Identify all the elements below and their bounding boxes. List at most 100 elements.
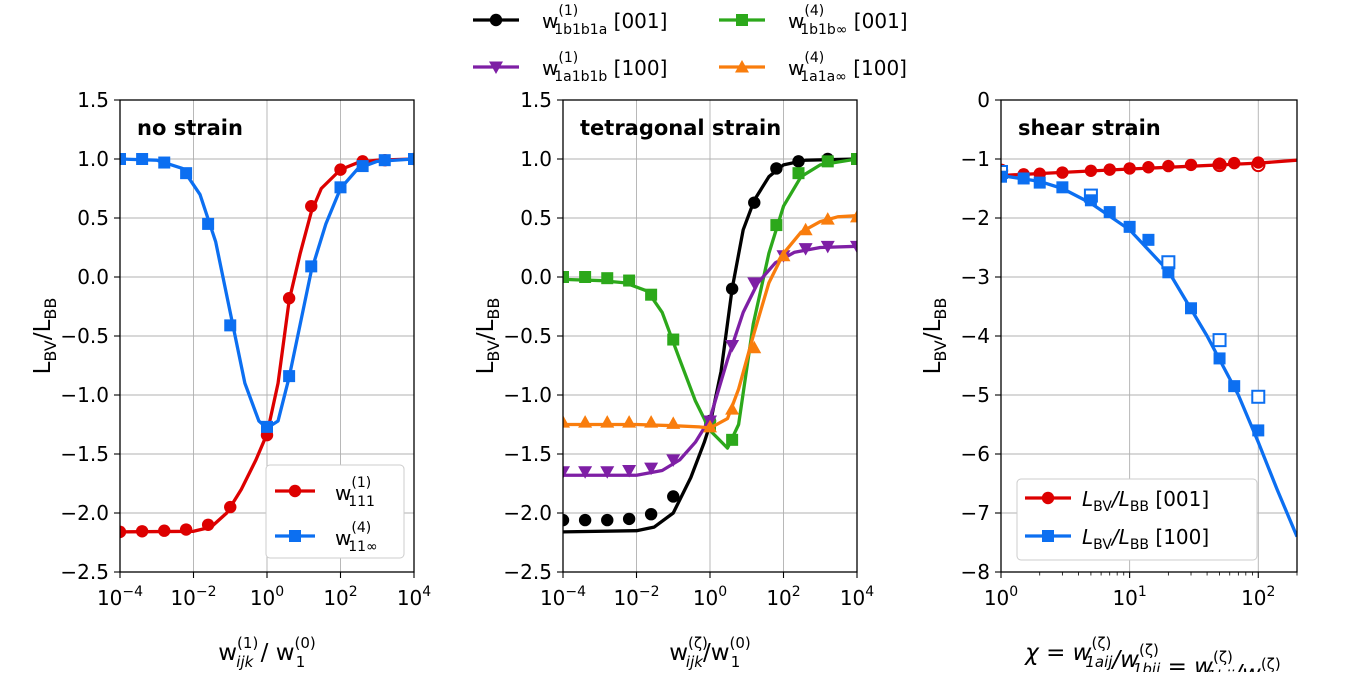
legend-box xyxy=(1016,478,1258,561)
series-line xyxy=(120,157,414,534)
x-tick-label: 100 xyxy=(984,584,1018,610)
x-axis-label: w(1) ijk / w(0) 1 xyxy=(218,634,316,671)
leg-main: w xyxy=(788,9,804,33)
leg-sup: (4) xyxy=(351,520,371,536)
tick-base: 10 xyxy=(693,586,718,610)
data-point xyxy=(224,500,237,514)
x-tick-label: 104 xyxy=(840,584,874,610)
data-point xyxy=(120,525,127,539)
data-point xyxy=(776,248,791,262)
panel-no-strain: 10−4 10−2 100 102 1041.51.00.50.0−0.5−1.0−1.… xyxy=(30,88,431,671)
tick-exp: 1 xyxy=(1138,584,1147,600)
tick-exp: 4 xyxy=(865,584,874,600)
data-point xyxy=(1084,194,1097,207)
tick-base: 10 xyxy=(397,586,422,610)
data-point xyxy=(644,462,659,476)
tick-exp: −2 xyxy=(196,584,217,600)
y-tick-label: −8 xyxy=(961,560,990,584)
series-0 xyxy=(563,152,857,534)
data-point xyxy=(579,271,592,283)
legend-marker xyxy=(735,60,749,73)
xlabel-sup: (ζ) xyxy=(1213,648,1233,666)
leg-tail: [001] xyxy=(1149,487,1209,511)
xlabel-sup2: (0) xyxy=(730,634,751,652)
data-point xyxy=(666,416,681,429)
data-point xyxy=(666,454,681,467)
data-point xyxy=(792,167,805,180)
series-0 xyxy=(1001,156,1297,182)
legend: LBV/LBB [001]LBV/LBB [100] xyxy=(1016,478,1258,561)
data-point xyxy=(600,415,615,428)
x-tick-label: 10−2 xyxy=(170,584,216,610)
panel-annotation: shear strain xyxy=(1018,116,1161,140)
open-marker xyxy=(1212,333,1227,348)
data-point xyxy=(667,490,680,503)
plot-area xyxy=(563,152,857,534)
tick-base: 10 xyxy=(1241,586,1266,610)
data-point xyxy=(578,466,593,479)
data-point xyxy=(408,153,414,165)
data-point xyxy=(356,160,369,173)
y-tick-label: −2.5 xyxy=(503,560,552,584)
legend-label: w(1) 1a1b1b [100] xyxy=(542,50,667,85)
y-tick-label: −3 xyxy=(961,265,990,289)
leg-main: w xyxy=(542,56,558,80)
leg-sub2: BB xyxy=(1130,499,1149,515)
data-point xyxy=(283,370,296,383)
data-point xyxy=(820,240,835,254)
y-tick-label: 0.5 xyxy=(520,206,552,230)
tick-exp: −4 xyxy=(565,584,586,600)
leg-sub: 1a1b1b xyxy=(554,69,607,85)
data-point xyxy=(667,333,680,346)
legend-label: w(4) 11∞ xyxy=(335,520,378,555)
y-tick-label: −2.0 xyxy=(503,501,552,525)
data-point xyxy=(1213,157,1226,170)
leg-tail: [001] xyxy=(847,9,907,33)
leg-tail: [100] xyxy=(847,56,907,80)
x-tick-label: 104 xyxy=(397,584,431,610)
leg-sub: 1b1b1a xyxy=(554,22,607,38)
x-tick-label: 102 xyxy=(766,584,800,610)
legend-label: w(1) 1b1b1a [001] xyxy=(542,3,667,38)
data-point xyxy=(601,513,614,527)
y-tick-label: 0 xyxy=(977,88,990,112)
tick-base: 10 xyxy=(840,586,865,610)
data-point xyxy=(136,153,149,165)
y-axis-label: LBV/LBB xyxy=(473,298,503,375)
data-point xyxy=(747,277,762,290)
data-point xyxy=(798,243,813,256)
x-tick-label: 10−2 xyxy=(613,584,659,610)
leg-sup: (1) xyxy=(558,50,578,66)
x-tick-label: 101 xyxy=(1112,584,1146,610)
leg-main: w xyxy=(788,56,804,80)
data-point xyxy=(1017,172,1030,185)
tick-exp: −4 xyxy=(122,584,143,600)
data-point xyxy=(726,433,739,446)
y-tick-label: −6 xyxy=(961,442,990,466)
y-tick-label: −1.5 xyxy=(60,442,109,466)
leg-sub: 1b1b∞ xyxy=(800,22,847,38)
data-point xyxy=(334,163,347,176)
data-point xyxy=(334,181,347,194)
x-axis-label: χ = w(ζ)1aij/w(ζ)1bij = w(ζ)1bij/w(ζ)1ci… xyxy=(1023,634,1282,672)
series-1 xyxy=(1001,164,1297,538)
xlabel-sup: (ζ) xyxy=(1139,641,1159,659)
data-point xyxy=(1123,162,1136,175)
x-tick-label: 10−4 xyxy=(540,584,586,610)
data-point xyxy=(1056,181,1069,194)
tick-base: 10 xyxy=(323,586,348,610)
legend-label: w(4) 1a1a∞ [100] xyxy=(788,50,907,85)
leg-sub: 111 xyxy=(348,494,375,510)
data-point xyxy=(120,153,126,165)
xlabel-sup: (ζ) xyxy=(1091,634,1111,652)
y-tick-label: −2.0 xyxy=(60,501,109,525)
data-point xyxy=(1162,159,1175,173)
data-point xyxy=(747,340,762,354)
data-point xyxy=(1162,266,1175,279)
top-legend: w(1) 1b1b1a [001] w(4) 1b1b∞ [001]w(1) 1a1b1… xyxy=(473,3,908,85)
series-1 xyxy=(120,153,414,433)
xlabel-sup2: (0) xyxy=(295,634,316,652)
